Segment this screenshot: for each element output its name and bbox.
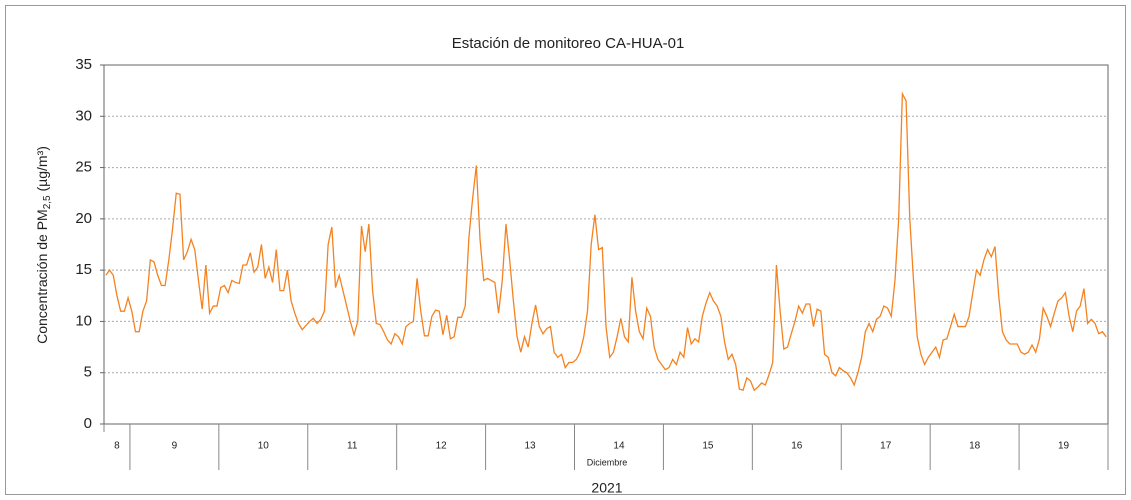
y-label-text: Concentración de PM: [34, 209, 50, 344]
day-label: 18: [969, 441, 981, 452]
y-tick-label: 10: [75, 312, 92, 329]
data-line: [105, 91, 1107, 392]
y-label-subscript: 2,5: [42, 195, 53, 209]
day-label: 13: [524, 441, 536, 452]
y-label-suffix: (µg/m³): [34, 146, 50, 195]
y-axis-label: Concentración de PM2,5 (µg/m³): [34, 146, 53, 344]
y-tick-label: 20: [75, 210, 92, 227]
year-label: 2021: [591, 480, 622, 496]
chart-frame: [5, 5, 1126, 495]
x-axis-label: Diciembre: [587, 457, 628, 467]
day-label: 10: [258, 441, 270, 452]
chart-title: Estación de monitoreo CA-HUA-01: [452, 35, 685, 52]
day-label: 19: [1058, 441, 1070, 452]
day-label: 11: [347, 441, 358, 452]
day-label: 14: [613, 441, 625, 452]
day-label: 15: [702, 441, 714, 452]
y-tick-label: 15: [75, 261, 92, 278]
day-label: 16: [791, 441, 803, 452]
y-tick-label: 25: [75, 159, 92, 176]
day-label: 8: [114, 441, 120, 452]
y-tick-label: 35: [75, 56, 92, 73]
plot-frame: [103, 64, 1109, 425]
day-label: 12: [436, 441, 448, 452]
day-label: 9: [172, 441, 178, 452]
y-tick-label: 0: [84, 415, 92, 432]
y-tick-label: 30: [75, 107, 92, 124]
day-label: 17: [880, 441, 892, 452]
y-tick-label: 5: [84, 364, 92, 381]
